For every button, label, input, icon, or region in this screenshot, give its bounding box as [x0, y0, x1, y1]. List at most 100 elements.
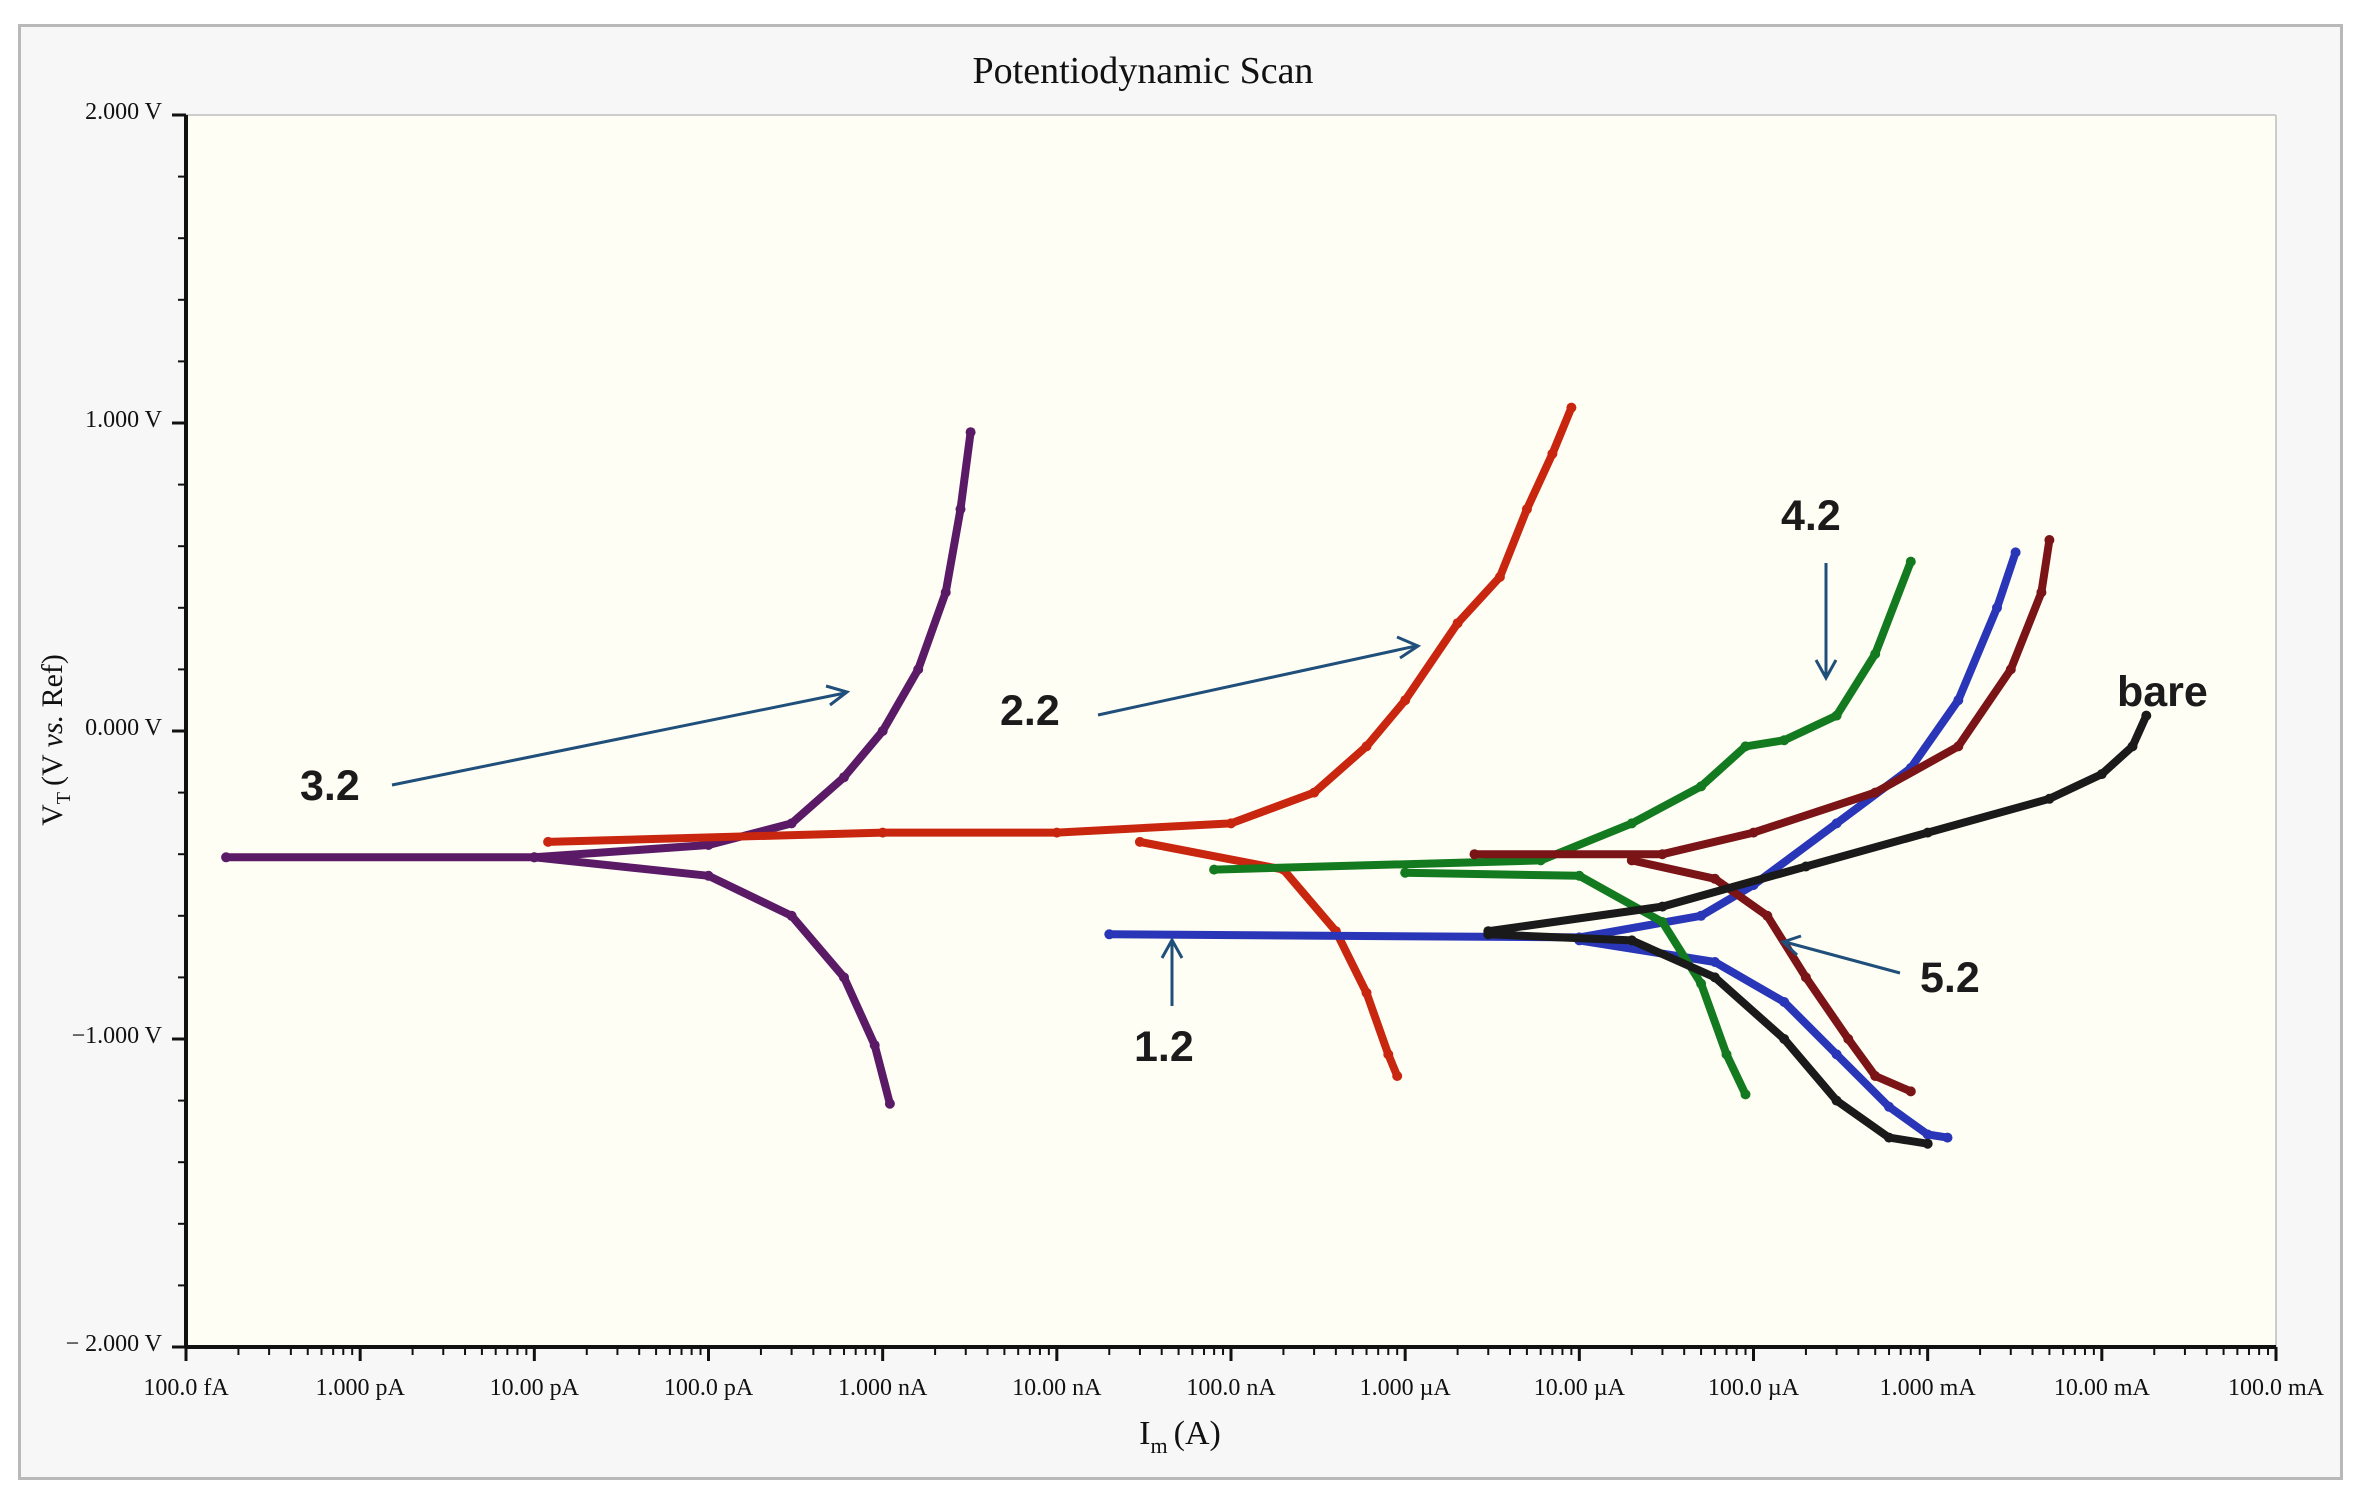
- y-axis-tick-labels: 2.000 V 1.000 V 0.000 V −1.000 V − 2.000 V: [66, 99, 163, 1357]
- series-bare-point: [1709, 972, 1720, 983]
- series-1-2-point: [1942, 1132, 1953, 1143]
- x-tick-label: 100.0 mA: [2228, 1375, 2325, 1401]
- arrow-3-2-head: [825, 684, 851, 707]
- series-bare-point: [1779, 1034, 1790, 1044]
- series-3-2-point: [529, 852, 540, 863]
- series-1-2-point: [1831, 1049, 1842, 1060]
- series-3-2-point: [955, 504, 966, 515]
- series-3-2-point: [913, 664, 924, 675]
- series-2-2-point: [1361, 987, 1372, 998]
- x-tick-label: 10.00 pA: [490, 1375, 580, 1401]
- series-5-2-point: [1905, 1086, 1916, 1097]
- label-4-2: 4.2: [1781, 492, 1841, 540]
- series-1-2-point: [1831, 818, 1842, 829]
- series-2-2-point: [1383, 1049, 1394, 1060]
- series-4-2-point: [1696, 978, 1707, 989]
- series-4-2-point: [1657, 917, 1668, 927]
- series-4-2-point: [1626, 818, 1637, 829]
- series-bare-point: [2127, 741, 2138, 752]
- x-tick-label: 10.00 mA: [2054, 1375, 2151, 1401]
- series-4-2-point: [1779, 735, 1790, 746]
- series-3-2-point: [703, 840, 714, 850]
- series-4-2-point: [1721, 1049, 1732, 1060]
- series-bare-point: [1922, 827, 1933, 838]
- series-1-2-point: [1104, 929, 1115, 940]
- series-4-2-cathodic-line: [1401, 868, 1750, 1099]
- series-5-2-point: [2044, 535, 2055, 545]
- series-2-2-point: [543, 836, 554, 847]
- series-2-2-point: [1521, 504, 1532, 515]
- series-3-2-point: [940, 587, 951, 598]
- series-bare-anodic-line: [1484, 711, 2151, 936]
- series-5-2-point: [1870, 787, 1881, 798]
- x-tick-label: 100.0 pA: [664, 1375, 754, 1401]
- series-4-2-point: [1574, 870, 1585, 881]
- label-2-2: 2.2: [1000, 687, 1060, 735]
- arrow-5-2-head: [1780, 934, 1802, 957]
- y-tick-label: −1.000 V: [72, 1023, 163, 1049]
- series-5-2-point: [1800, 972, 1811, 983]
- series-2-2-point: [1566, 402, 1577, 413]
- label-bare: bare: [2117, 668, 2208, 716]
- series-1-2-point: [1696, 910, 1707, 921]
- series-5-2: [1469, 535, 2055, 1097]
- series-bare: [1483, 710, 2152, 1149]
- series-2-2-point: [1547, 448, 1558, 459]
- y-tick-label: 1.000 V: [85, 407, 163, 433]
- series-1-2-point: [1953, 695, 1964, 706]
- series-4-2-point: [1400, 867, 1411, 878]
- series-5-2-point: [1762, 910, 1773, 921]
- series-3-2-point: [877, 726, 888, 736]
- series-3-2: [221, 427, 976, 1109]
- series-4-2-point: [1870, 649, 1881, 659]
- series-3-2-point: [786, 910, 797, 921]
- arrow-5-2: [1784, 940, 1901, 975]
- arrow-1-2-head: [1160, 936, 1184, 959]
- arrow-2-2: [1097, 644, 1417, 717]
- series-5-2-point: [1748, 827, 1759, 838]
- series-layer: [221, 402, 2152, 1149]
- series-2-2-point: [1226, 818, 1236, 829]
- x-tick-label: 1.000 mA: [1880, 1375, 1977, 1401]
- series-5-2-point: [1709, 873, 1720, 884]
- series-1-2-point: [1922, 1129, 1933, 1140]
- series-3-2-point: [703, 870, 714, 881]
- annotation-labels: 3.2 2.2 1.2 4.2 5.2 bare: [300, 492, 2208, 1071]
- series-2-2-point: [1452, 618, 1463, 629]
- series-4-2-point: [1209, 864, 1220, 875]
- series-bare-point: [2141, 710, 2152, 721]
- x-tick-label: 100.0 nA: [1186, 1375, 1276, 1401]
- series-3-2-point: [839, 772, 849, 783]
- series-1-2-point: [2010, 547, 2021, 558]
- x-tick-label: 1.000 µA: [1360, 1375, 1452, 1401]
- series-bare-point: [1626, 935, 1637, 946]
- x-axis-ticks: [184, 1347, 2278, 1361]
- series-2-2-point: [1494, 572, 1505, 582]
- series-1-2-point: [1992, 602, 2002, 613]
- series-bare-point: [1922, 1138, 1933, 1149]
- series-bare-point: [1831, 1095, 1842, 1106]
- series-5-2-point: [1843, 1034, 1854, 1044]
- series-2-2-point: [877, 827, 888, 838]
- series-3-2-point: [965, 427, 976, 438]
- y-axis-label: VT(V vs. Ref): [36, 654, 75, 826]
- x-axis-label: Im (A): [1139, 1415, 1221, 1458]
- annotation-arrows: [391, 563, 1901, 1006]
- series-3-2-point: [221, 852, 232, 863]
- series-3-2-anodic-line: [222, 428, 975, 862]
- x-axis-tick-labels: 100.0 fA 1.000 pA 10.00 pA 100.0 pA 1.000 nA…: [143, 1375, 2324, 1401]
- series-5-2-point: [2005, 664, 2016, 675]
- y-tick-label: 2.000 V: [85, 99, 163, 125]
- series-4-2-point: [1740, 741, 1751, 752]
- series-4-2-point: [1696, 781, 1707, 792]
- series-bare-point: [1800, 861, 1811, 872]
- series-1-2-point: [1884, 1101, 1894, 1112]
- series-5-2-point: [1953, 741, 1964, 752]
- y-tick-label: − 2.000 V: [66, 1331, 163, 1357]
- series-bare-point: [2044, 793, 2055, 804]
- label-3-2: 3.2: [300, 762, 360, 810]
- series-bare-point: [1884, 1132, 1894, 1143]
- plot-area: [186, 115, 2276, 1347]
- series-3-2-point: [884, 1098, 895, 1109]
- series-5-2-point: [2036, 587, 2047, 598]
